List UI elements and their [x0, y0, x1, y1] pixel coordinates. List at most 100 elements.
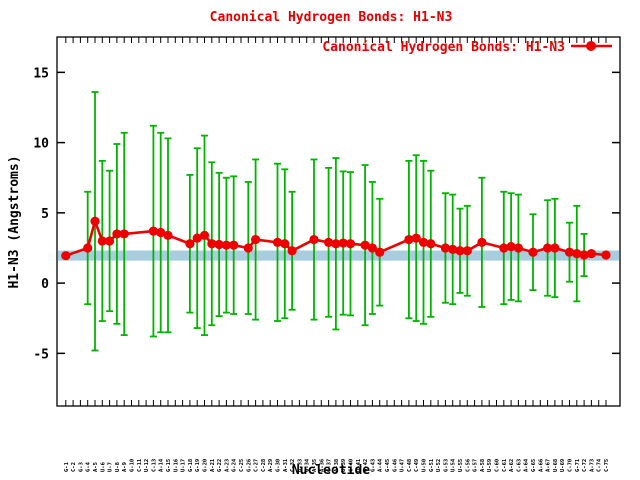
x-tick-label: U-54: [451, 458, 457, 472]
reference-band: [58, 250, 619, 261]
x-tick-label: G-24: [232, 458, 238, 472]
data-point: [345, 239, 356, 249]
x-tick-label: C-70: [568, 459, 574, 472]
reference-band-layer: [58, 250, 619, 261]
x-tick-label: C-13: [151, 459, 157, 472]
data-point: [601, 250, 611, 260]
x-tick-label: C-48: [407, 459, 413, 472]
x-tick-label: U-52: [436, 459, 442, 472]
y-tick-label: 5: [41, 207, 49, 222]
x-tick-label: C-60: [495, 459, 501, 472]
x-axis-label: Nucleotide: [292, 463, 370, 478]
x-tick-label: G-3: [78, 462, 84, 472]
x-tick-label: A-62: [509, 459, 515, 472]
x-tick-label: G-15: [166, 459, 172, 472]
x-tick-label: G-43: [370, 459, 376, 472]
x-tick-label: A-58: [480, 459, 486, 472]
data-point: [506, 241, 516, 252]
x-tick-label: U-41: [356, 458, 362, 472]
x-tick-label: A-44: [378, 458, 384, 472]
x-tick-label: A-23: [224, 459, 230, 472]
data-point: [309, 234, 319, 245]
data-point: [105, 236, 115, 246]
data-point: [112, 229, 122, 239]
data-point: [83, 243, 93, 253]
x-tick-label: C-32: [290, 459, 296, 472]
data-point: [499, 243, 509, 253]
x-tick-label: G-22: [217, 459, 223, 472]
x-tick-label: G-65: [531, 459, 537, 472]
x-tick-label: C-25: [239, 459, 245, 472]
data-point: [156, 227, 166, 238]
legend-point-sample: [586, 41, 596, 51]
x-tick-label: U-33: [297, 459, 303, 472]
x-tick-label: C-63: [516, 459, 522, 472]
x-tick-label: G-4: [86, 461, 92, 472]
data-point: [243, 243, 253, 253]
data-point: [207, 239, 217, 249]
data-point: [572, 248, 582, 259]
x-tick-label: A-64: [524, 458, 530, 472]
x-tick-label: U-12: [144, 459, 150, 472]
x-tick-label: U-68: [553, 459, 559, 472]
x-tick-label: A-31: [283, 458, 289, 472]
x-tick-label: G-26: [246, 458, 252, 472]
y-axis-label: H1-N3 (Angstroms): [7, 155, 22, 288]
y-tick-label: 10: [33, 137, 49, 152]
x-tick-label: C-2: [71, 462, 77, 472]
data-point: [221, 240, 231, 250]
data-point: [280, 239, 290, 249]
legend-label: Canonical Hydrogen Bonds: H1-N3: [322, 40, 565, 55]
data-point: [324, 237, 334, 247]
x-tick-label: U-69: [560, 459, 566, 472]
x-tick-label: G-37: [327, 459, 333, 472]
y-tick-label: 15: [33, 66, 49, 81]
data-point: [97, 236, 107, 246]
legend-series-marker: [571, 41, 612, 51]
data-point: [462, 246, 472, 256]
x-tick-label: G-19: [195, 459, 201, 472]
data-point: [550, 243, 560, 253]
x-tick-label: C-72: [582, 459, 588, 472]
x-tick-label: G-20: [203, 459, 209, 472]
x-tick-label: C-27: [254, 459, 260, 472]
x-tick-label: G-30: [276, 459, 282, 472]
y-tick-label: 0: [41, 277, 49, 292]
x-tick-label: G-71: [575, 458, 581, 472]
x-tick-label: U-47: [400, 459, 406, 472]
data-series-layer: [61, 91, 611, 352]
x-tick-label: A-66: [538, 458, 544, 472]
x-tick-label: C-74: [597, 458, 603, 472]
data-point: [543, 243, 553, 253]
data-point: [229, 240, 239, 250]
x-tick-label: U-17: [181, 459, 187, 472]
plot-border: [56, 36, 621, 407]
x-tick-label: C-49: [414, 459, 420, 472]
data-point: [214, 239, 224, 250]
data-point: [586, 248, 597, 259]
data-point: [411, 233, 421, 243]
data-point: [455, 246, 465, 256]
data-point: [477, 237, 487, 247]
x-tick-label: A-67: [546, 459, 552, 472]
data-point: [528, 247, 538, 257]
data-point: [513, 243, 524, 253]
data-point: [119, 229, 129, 239]
x-tick-label: A-14: [159, 458, 165, 472]
x-tick-label: C-56: [465, 458, 471, 472]
x-tick-label: G-34: [305, 458, 311, 472]
x-tick-label: U-59: [487, 459, 493, 472]
data-point: [440, 243, 450, 253]
data-point: [579, 250, 589, 260]
x-tick-label: G-1: [64, 461, 70, 472]
data-point: [272, 237, 283, 247]
x-tick-label: A-73: [589, 459, 595, 472]
x-tick-label: G-10: [130, 459, 136, 472]
x-tick-label: G-51: [429, 458, 435, 472]
data-point: [338, 238, 348, 248]
data-point: [331, 239, 341, 249]
x-tick-label: U-6: [100, 461, 106, 472]
x-tick-label: A-29: [268, 459, 274, 472]
